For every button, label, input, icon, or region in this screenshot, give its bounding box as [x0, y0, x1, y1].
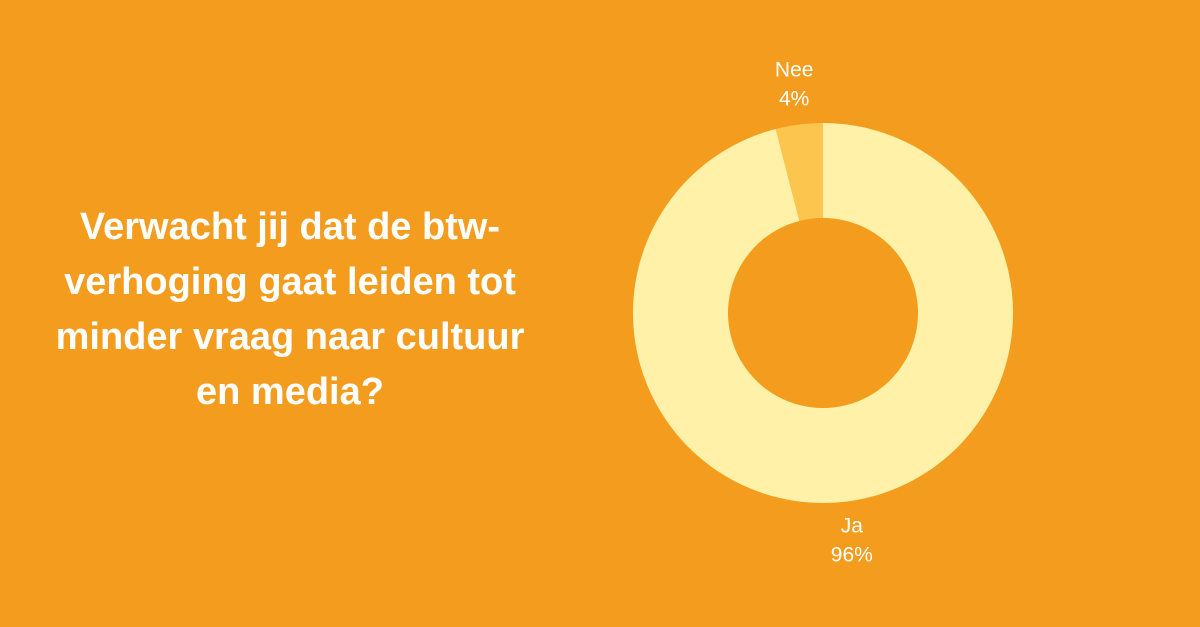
- chart-title: Verwacht jij dat de btw-verhoging gaat l…: [55, 206, 525, 413]
- slice-value-label: 96%: [831, 544, 873, 567]
- slice-value-label: 4%: [779, 87, 809, 110]
- donut-slice: [633, 123, 1014, 503]
- slice-label: Nee: [775, 58, 814, 81]
- donut-slice: [775, 123, 823, 221]
- slice-label: Ja: [841, 515, 864, 538]
